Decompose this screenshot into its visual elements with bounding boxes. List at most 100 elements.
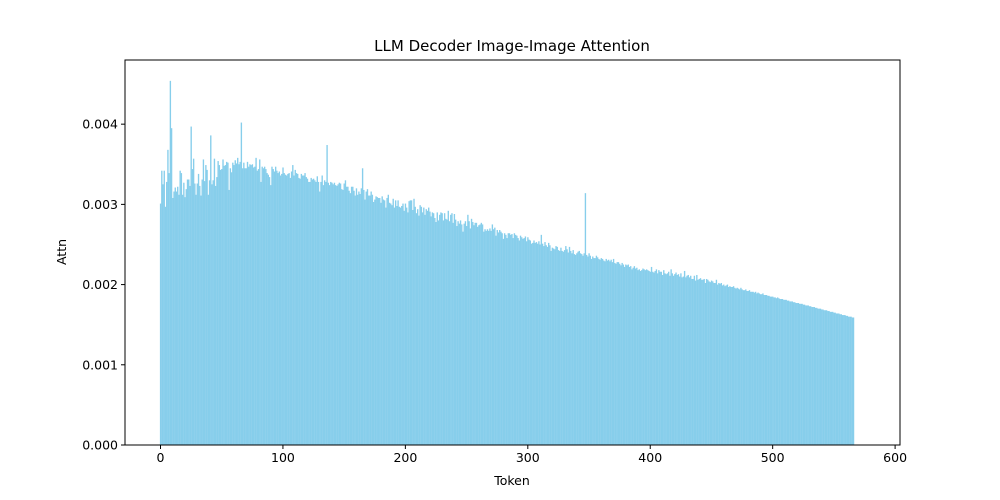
bar <box>312 178 315 445</box>
bar <box>469 228 472 445</box>
bar <box>843 315 845 445</box>
bar <box>797 303 800 445</box>
bar <box>390 203 392 445</box>
bar <box>386 197 388 445</box>
bar <box>224 165 227 445</box>
bar <box>740 287 742 445</box>
bar <box>214 185 217 445</box>
x-tick-label: 600 <box>883 450 907 465</box>
bar <box>352 186 354 446</box>
bar <box>523 238 525 445</box>
bar <box>167 149 169 445</box>
bar <box>344 180 347 445</box>
bar <box>579 253 582 445</box>
bar <box>380 202 382 445</box>
bar <box>170 128 173 445</box>
bar <box>451 213 453 445</box>
bar <box>334 185 337 446</box>
bar <box>550 250 552 445</box>
bar <box>720 282 723 445</box>
bar <box>361 168 364 445</box>
bar <box>529 240 532 445</box>
bar <box>677 274 680 445</box>
bar <box>332 184 334 445</box>
bar <box>524 236 527 445</box>
bar <box>562 251 565 445</box>
bar <box>655 269 658 445</box>
bar <box>819 308 822 445</box>
bar <box>196 183 198 445</box>
bar <box>664 273 666 445</box>
bar <box>824 310 827 445</box>
bar <box>232 162 234 446</box>
bar <box>773 297 775 445</box>
bar <box>387 194 389 445</box>
bar <box>617 262 620 446</box>
bar <box>653 272 655 445</box>
bar <box>180 173 183 445</box>
bar <box>172 197 174 445</box>
bar <box>429 211 431 445</box>
bar <box>783 299 785 445</box>
bar <box>548 242 550 446</box>
bar <box>612 258 615 445</box>
bar <box>667 271 670 445</box>
bar <box>404 203 407 445</box>
bar <box>521 237 523 445</box>
bar <box>759 294 762 445</box>
bar <box>583 253 585 445</box>
bar <box>768 295 770 445</box>
bar <box>708 281 710 446</box>
bar <box>199 185 201 445</box>
bar <box>201 179 203 445</box>
bar <box>425 209 427 445</box>
bar <box>370 191 372 445</box>
x-tick-label: 300 <box>516 450 540 465</box>
bar <box>345 186 348 446</box>
bar <box>621 262 623 445</box>
bar <box>845 315 847 445</box>
bar <box>674 274 676 445</box>
bar <box>503 233 506 445</box>
bar <box>847 316 850 445</box>
bar <box>704 282 707 445</box>
bar <box>381 196 383 445</box>
bar <box>702 279 704 445</box>
bar <box>230 172 233 446</box>
bar <box>758 293 760 445</box>
bar <box>277 173 279 445</box>
y-tick-label: 0.004 <box>82 117 118 132</box>
bar <box>263 166 266 445</box>
bar <box>589 255 591 445</box>
bar <box>488 230 490 445</box>
bar <box>255 157 257 445</box>
bar <box>707 279 709 445</box>
bar <box>300 173 303 445</box>
bar <box>462 231 464 445</box>
bar <box>401 205 403 445</box>
bar <box>355 188 358 445</box>
bar <box>480 222 483 445</box>
bar <box>261 166 263 445</box>
bar <box>457 221 459 445</box>
bar <box>159 203 162 445</box>
bar <box>807 305 809 445</box>
bar <box>844 315 846 445</box>
bar <box>221 169 223 445</box>
bar <box>577 251 579 445</box>
bar <box>787 300 790 446</box>
bar <box>732 286 735 445</box>
bar <box>308 181 310 446</box>
bar <box>495 235 497 445</box>
bar <box>472 222 474 445</box>
bar <box>742 290 745 445</box>
bar <box>518 240 520 445</box>
bar <box>257 169 260 445</box>
bar <box>598 258 600 445</box>
bar <box>363 189 365 445</box>
bar <box>320 181 322 446</box>
bar <box>272 169 274 445</box>
bar <box>233 165 235 445</box>
bar <box>341 189 343 445</box>
bar <box>445 218 447 445</box>
